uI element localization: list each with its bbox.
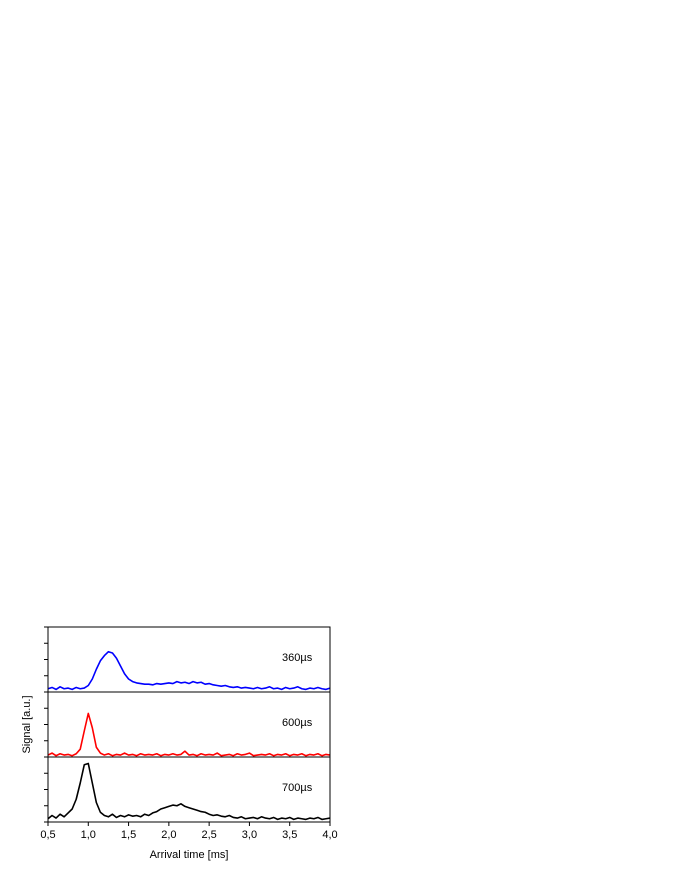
x-tick-label: 3,5: [282, 829, 297, 841]
signal-line: [47, 712, 331, 757]
panel-label: 360µs: [282, 652, 313, 664]
signal-line: [47, 762, 331, 821]
x-tick-label: 2,5: [201, 829, 216, 841]
panel-label: 600µs: [282, 717, 313, 729]
panel-label: 700µs: [282, 782, 313, 794]
x-tick-label: 2,0: [161, 829, 176, 841]
x-tick-label: 1,5: [121, 829, 136, 841]
x-tick-label: 0,5: [40, 829, 55, 841]
x-tick-label: 4,0: [322, 829, 337, 841]
x-axis-label: Arrival time [ms]: [150, 849, 229, 861]
x-tick-label: 3,0: [242, 829, 257, 841]
signal-line: [47, 650, 331, 691]
y-axis-label: Signal [a.u.]: [21, 695, 33, 753]
panel-frame: [47, 756, 331, 823]
x-tick-label: 1,0: [81, 829, 96, 841]
